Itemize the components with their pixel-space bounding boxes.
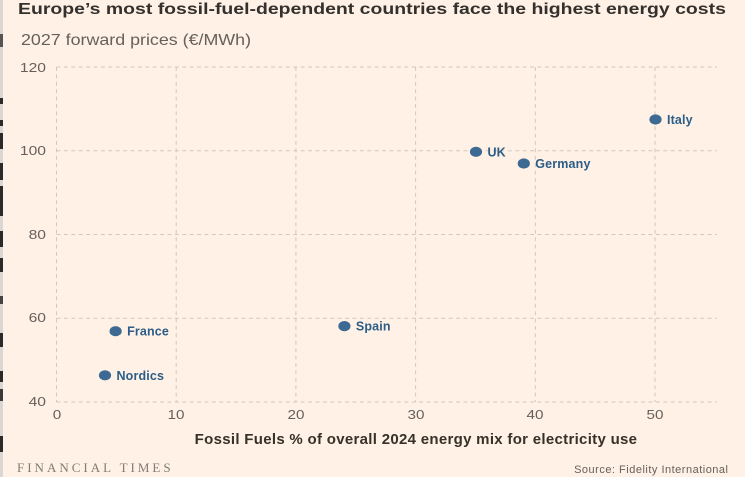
svg-text:Germany: Germany [535, 157, 590, 171]
svg-text:France: France [127, 325, 169, 339]
svg-text:Nordics: Nordics [117, 369, 165, 383]
svg-text:UK: UK [488, 145, 506, 159]
svg-text:Italy: Italy [667, 113, 693, 127]
svg-text:Spain: Spain [356, 320, 391, 334]
